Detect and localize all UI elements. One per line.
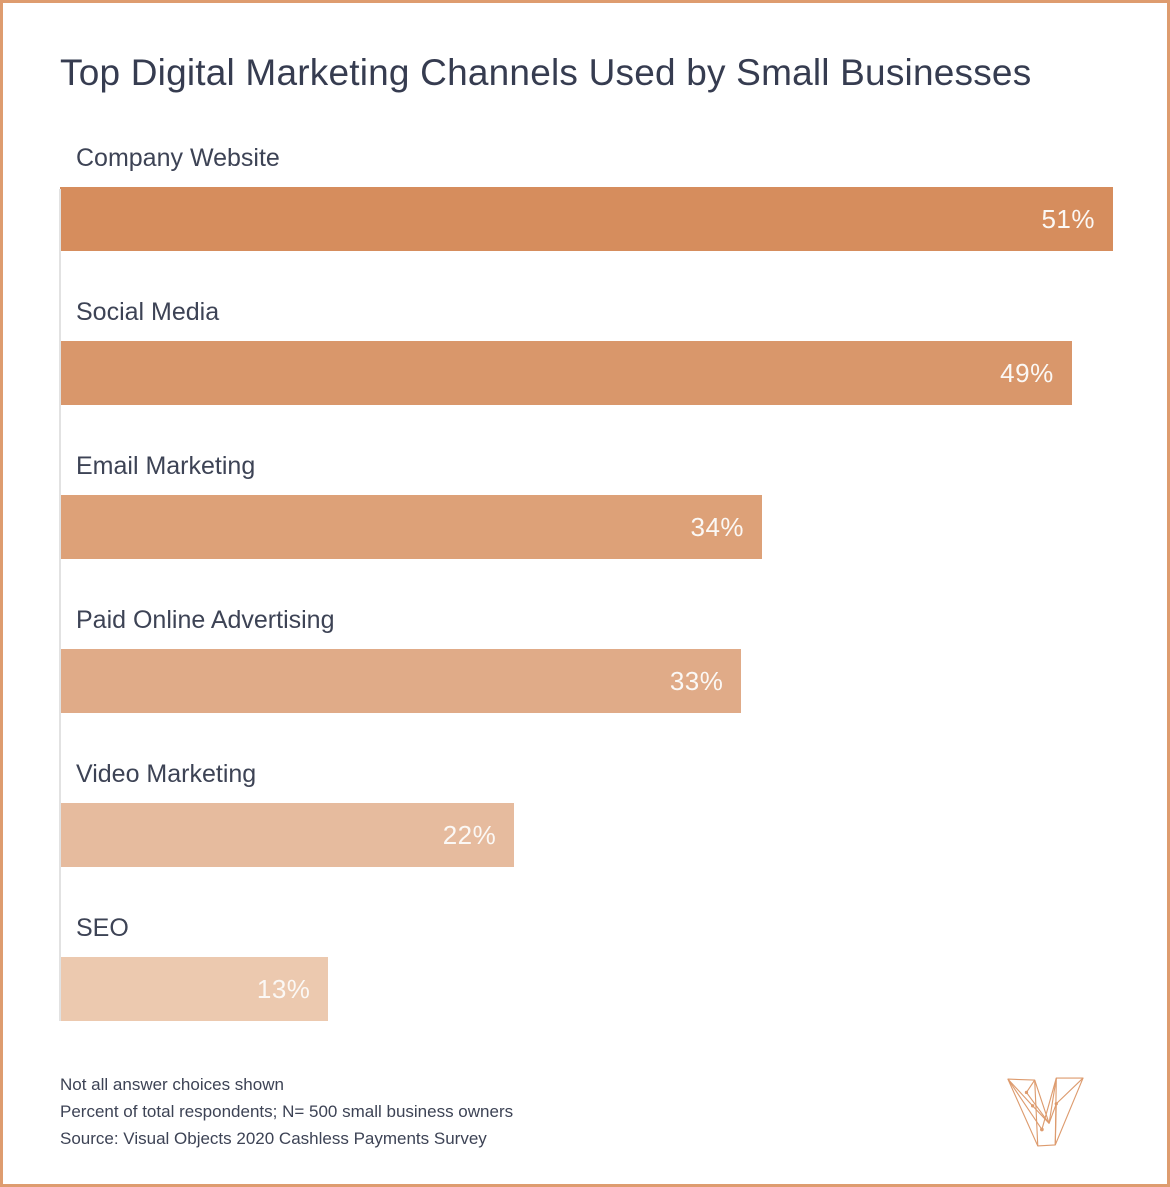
category-label: Video Marketing — [76, 760, 257, 788]
bar: 22% — [60, 803, 515, 867]
bar-value-label: 49% — [1000, 357, 1054, 388]
bar: 13% — [60, 957, 329, 1021]
bar-row: Video Marketing 22% — [60, 757, 1113, 867]
bar-rows-container: Company Website 51% Social Media 49% Email M… — [60, 141, 1113, 1021]
visual-objects-logo-icon — [1007, 1077, 1084, 1147]
footnote-line-3: Source: Visual Objects 2020 Cashless Pay… — [60, 1129, 487, 1148]
bar-value-label: 13% — [256, 973, 311, 1004]
bar-row: SEO 13% — [60, 911, 1113, 1021]
category-label: Company Website — [76, 144, 280, 172]
chart-title: Top Digital Marketing Channels Used by S… — [60, 52, 1032, 93]
bar: 33% — [60, 649, 742, 713]
y-axis-line — [59, 189, 61, 1021]
bar-value-label: 33% — [669, 665, 724, 696]
category-label: SEO — [76, 914, 129, 942]
bar-row: Email Marketing 34% — [60, 449, 1113, 559]
bar: 51% — [60, 187, 1113, 251]
category-label: Email Marketing — [76, 452, 256, 480]
footnote-line-2: Percent of total respondents; N= 500 sma… — [60, 1102, 514, 1121]
category-label: Paid Online Advertising — [76, 606, 335, 634]
bar-row: Paid Online Advertising 33% — [60, 603, 1113, 713]
bar-value-label: 51% — [1041, 203, 1095, 234]
bar-value-label: 34% — [690, 511, 745, 542]
bar: 49% — [60, 341, 1072, 405]
bar-value-label: 22% — [442, 819, 497, 850]
bar: 34% — [60, 495, 763, 559]
footnote-line-1: Not all answer choices shown — [60, 1075, 284, 1094]
category-label: Social Media — [76, 298, 220, 326]
bar-chart: Company Website 51% Social Media 49% Email M… — [59, 141, 1113, 1021]
content-area: Top Digital Marketing Channels Used by S… — [3, 3, 1167, 1152]
bar-row: Company Website 51% — [60, 141, 1113, 251]
footnotes: Not all answer choices shown Percent of … — [60, 1071, 1113, 1152]
bar-row: Social Media 49% — [60, 295, 1113, 405]
